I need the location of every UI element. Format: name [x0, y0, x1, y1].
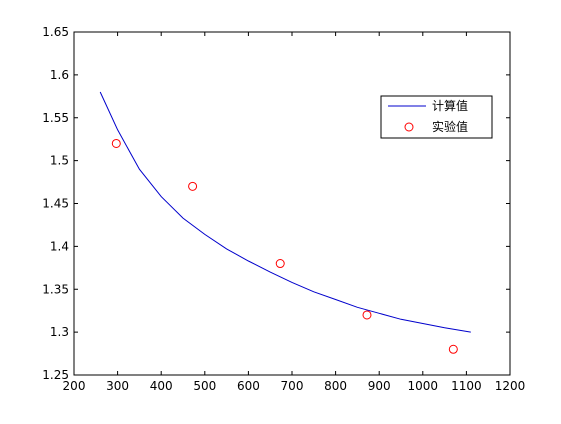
legend-label-experimental: 实验值: [432, 119, 468, 134]
x-tick-label: 400: [150, 379, 173, 393]
y-tick-label: 1.35: [42, 282, 69, 296]
data-point-experimental: [448, 344, 458, 354]
y-tick-label: 1.45: [42, 197, 69, 211]
y-tick-label: 1.6: [50, 68, 69, 82]
x-tick-label: 800: [324, 379, 347, 393]
legend-box: [380, 95, 493, 139]
series-layer: [99, 91, 471, 354]
y-tick-label: 1.55: [42, 111, 69, 125]
data-point-experimental: [275, 259, 285, 269]
y-axis: 1.25 1.3 1.35 1.4 1.45 1.5 1.55 1.6 1.65: [42, 25, 510, 382]
x-tick-label: 300: [106, 379, 129, 393]
x-tick-label: 900: [368, 379, 391, 393]
x-tick-label: 1000: [408, 379, 439, 393]
data-point-experimental: [362, 310, 372, 320]
series-line-calculated: [99, 91, 471, 333]
x-tick-label: 200: [63, 379, 86, 393]
y-tick-label: 1.5: [50, 154, 69, 168]
data-point-experimental: [188, 181, 198, 191]
y-tick-label: 1.25: [42, 368, 69, 382]
x-tick-label: 1200: [495, 379, 526, 393]
x-tick-label: 600: [237, 379, 260, 393]
y-tick-label: 1.65: [42, 25, 69, 39]
x-tick-label: 500: [193, 379, 216, 393]
legend-marker-sample: [404, 122, 414, 132]
y-tick-label: 1.4: [50, 239, 69, 253]
plot-area: [73, 31, 511, 376]
legend: 计算值 实验值: [380, 95, 493, 139]
x-tick-label: 1100: [451, 379, 482, 393]
y-tick-label: 1.3: [50, 325, 69, 339]
data-point-experimental: [111, 138, 121, 148]
legend-label-calculated: 计算值: [432, 98, 468, 113]
x-tick-label: 700: [281, 379, 304, 393]
x-axis: 200 300 400 500 600 700 800 900 1000 1100 1200: [63, 32, 526, 393]
